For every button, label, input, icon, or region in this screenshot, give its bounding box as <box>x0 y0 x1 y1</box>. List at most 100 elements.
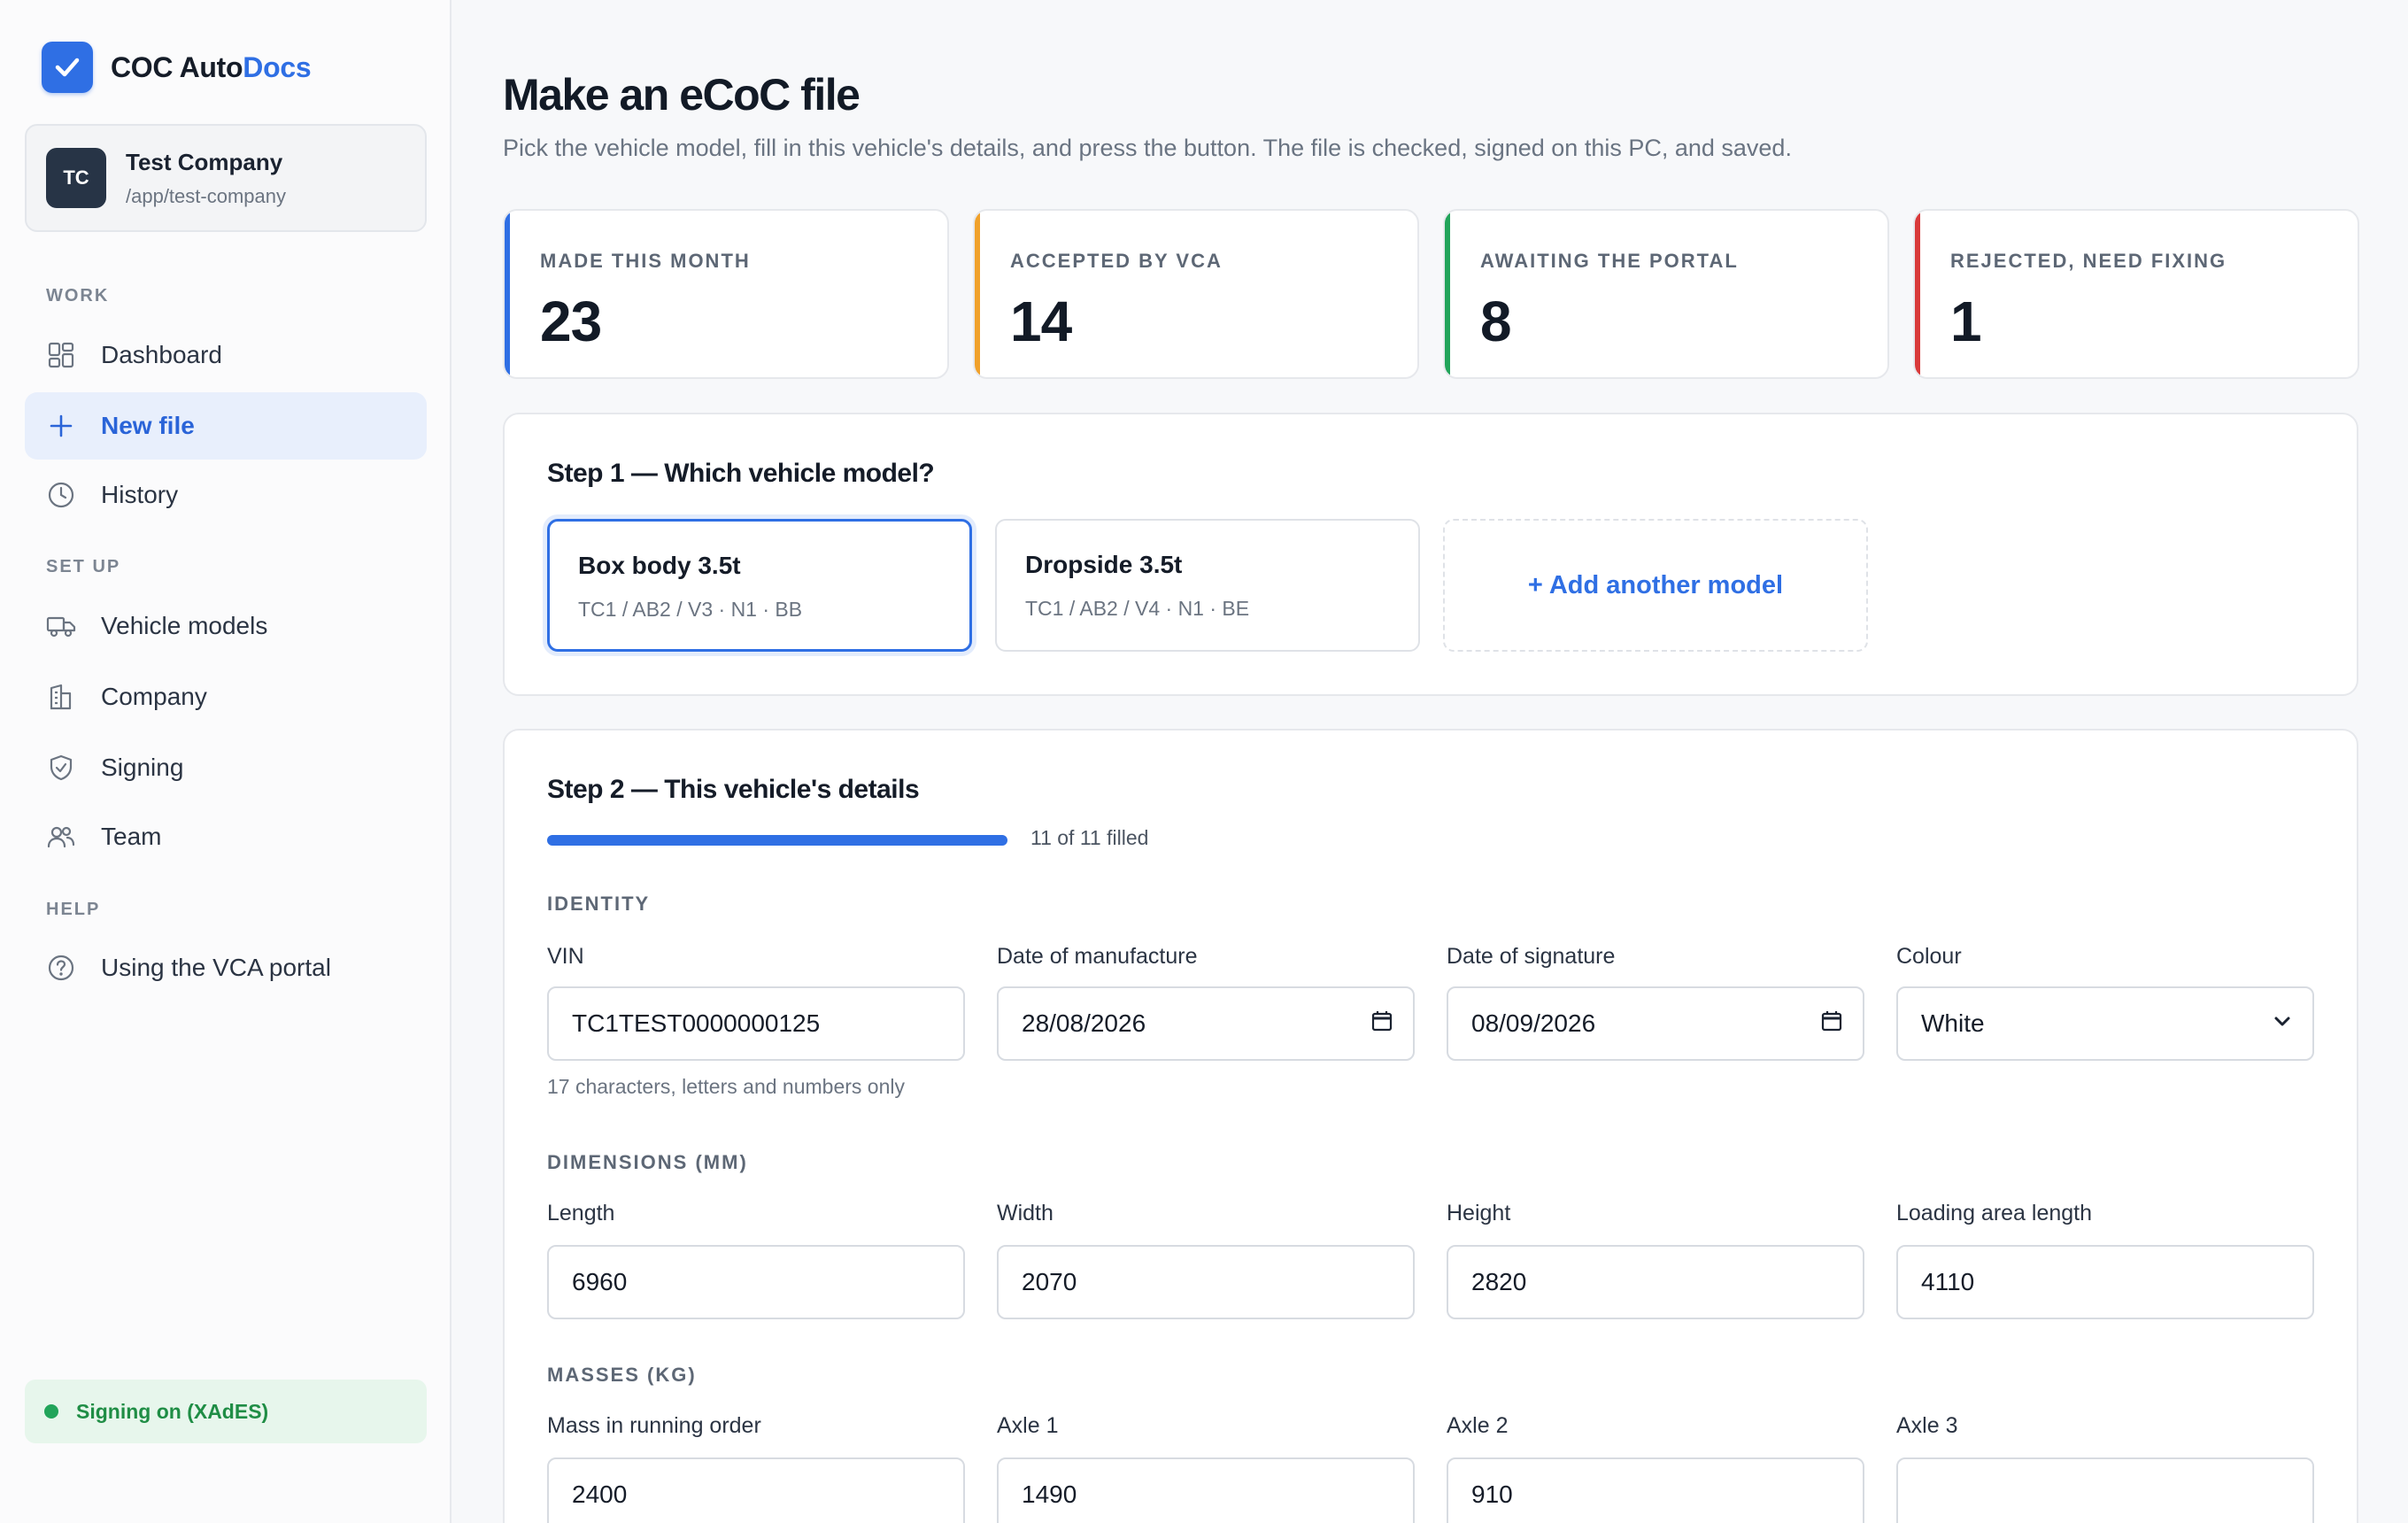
group-label-dimensions: DIMENSIONS (MM) <box>547 1151 748 1173</box>
checkmark-logo-icon <box>42 42 93 93</box>
stat-value: 1 <box>1950 290 1982 353</box>
truck-icon <box>46 611 76 641</box>
axle3-input[interactable] <box>1896 1457 2314 1523</box>
axle1-label: Axle 1 <box>997 1413 1059 1438</box>
clock-icon <box>46 480 76 510</box>
mass-running-order-value: 2400 <box>572 1480 628 1508</box>
nav-item-dashboard[interactable]: Dashboard <box>25 321 427 389</box>
stat-value: 8 <box>1480 290 1512 353</box>
company-name: Test Company <box>126 148 283 175</box>
height-label: Height <box>1447 1201 1511 1225</box>
model-code: TC1 / AB2 / V3 · N1 · BB <box>578 598 803 621</box>
stat-accent-bar <box>975 211 980 377</box>
stat-label: ACCEPTED BY VCA <box>1010 250 1223 272</box>
loading-area-length-value: 4110 <box>1921 1268 1975 1295</box>
model-code: TC1 / AB2 / V4 · N1 · BE <box>1025 597 1250 620</box>
company-switcher[interactable]: TC Test Company /app/test-company <box>25 124 427 232</box>
status-dot-icon <box>44 1404 58 1419</box>
stat-card-accepted: ACCEPTED BY VCA 14 <box>973 209 1419 379</box>
company-path: /app/test-company <box>126 184 286 207</box>
nav-section-help: HELP <box>46 900 101 919</box>
nav-label-vca-portal: Using the VCA portal <box>101 954 331 981</box>
sidebar: COC AutoDocs TC Test Company /app/test-c… <box>0 0 452 1523</box>
nav-item-team[interactable]: Team <box>25 803 427 870</box>
nav-item-new-file[interactable]: New file <box>25 392 427 460</box>
date-of-manufacture-input[interactable]: 28/08/2026 <box>997 986 1415 1061</box>
stat-accent-bar <box>1915 211 1920 377</box>
plus-icon <box>46 411 76 441</box>
date-of-signature-value: 08/09/2026 <box>1471 1009 1596 1037</box>
dashboard-icon <box>46 340 76 370</box>
height-value: 2820 <box>1471 1268 1527 1295</box>
vin-label: VIN <box>547 944 584 969</box>
vin-input[interactable]: TC1TEST0000000125 <box>547 986 965 1061</box>
nav-label-dashboard: Dashboard <box>101 341 222 368</box>
chevron-down-icon <box>2272 1009 2293 1038</box>
nav-label-history: History <box>101 481 179 508</box>
signing-status-badge: Signing on (XAdES) <box>25 1380 427 1443</box>
stat-card-awaiting: AWAITING THE PORTAL 8 <box>1443 209 1889 379</box>
width-label: Width <box>997 1201 1054 1225</box>
add-model-button[interactable]: + Add another model <box>1443 519 1868 652</box>
step2-panel: Step 2 — This vehicle's details 11 of 11… <box>503 729 2358 1523</box>
nav-label-new-file: New file <box>101 412 195 439</box>
nav-section-work: WORK <box>46 286 110 305</box>
model-card-dropside[interactable]: Dropside 3.5t TC1 / AB2 / V4 · N1 · BE <box>995 519 1420 652</box>
nav-label-team: Team <box>101 823 162 850</box>
axle1-input[interactable]: 1490 <box>997 1457 1415 1523</box>
height-input[interactable]: 2820 <box>1447 1245 1864 1319</box>
colour-select[interactable]: White <box>1896 986 2314 1061</box>
colour-value: White <box>1921 1009 1985 1037</box>
colour-label: Colour <box>1896 944 1962 969</box>
nav-label-company: Company <box>101 683 207 710</box>
brand-name: COC AutoDocs <box>111 50 312 84</box>
length-input[interactable]: 6960 <box>547 1245 965 1319</box>
model-card-box-body[interactable]: Box body 3.5t TC1 / AB2 / V3 · N1 · BB <box>547 519 972 652</box>
brand[interactable]: COC AutoDocs <box>42 42 312 93</box>
nav-label-signing: Signing <box>101 754 184 781</box>
step1-title: Step 1 — Which vehicle model? <box>547 459 935 488</box>
stat-label: REJECTED, NEED FIXING <box>1950 250 2227 272</box>
axle1-value: 1490 <box>1022 1480 1077 1508</box>
stat-card-rejected: REJECTED, NEED FIXING 1 <box>1913 209 2359 379</box>
step1-panel: Step 1 — Which vehicle model? Box body 3… <box>503 413 2358 696</box>
company-avatar: TC <box>46 148 106 208</box>
brand-name-part2: Docs <box>243 50 312 83</box>
help-circle-icon <box>46 953 76 983</box>
nav-item-company[interactable]: Company <box>25 663 427 731</box>
width-input[interactable]: 2070 <box>997 1245 1415 1319</box>
calendar-icon[interactable] <box>1820 1009 1843 1039</box>
nav-item-history[interactable]: History <box>25 461 427 529</box>
axle2-value: 910 <box>1471 1480 1513 1508</box>
date-of-manufacture-label: Date of manufacture <box>997 944 1198 969</box>
loading-area-length-label: Loading area length <box>1896 1201 2093 1225</box>
nav-label-vehicle-models: Vehicle models <box>101 612 268 639</box>
nav-item-signing[interactable]: Signing <box>25 734 427 801</box>
nav-item-vca-portal[interactable]: Using the VCA portal <box>25 934 427 1001</box>
building-icon <box>46 682 76 712</box>
date-of-signature-input[interactable]: 08/09/2026 <box>1447 986 1864 1061</box>
vin-hint: 17 characters, letters and numbers only <box>547 1075 905 1098</box>
calendar-icon[interactable] <box>1370 1009 1393 1039</box>
brand-name-part1: COC Auto <box>111 50 243 83</box>
stat-value: 14 <box>1010 290 1072 353</box>
axle3-label: Axle 3 <box>1896 1413 1958 1438</box>
group-label-identity: IDENTITY <box>547 893 651 915</box>
width-value: 2070 <box>1022 1268 1077 1295</box>
progress-bar <box>547 835 1007 846</box>
step2-title: Step 2 — This vehicle's details <box>547 775 920 804</box>
length-label: Length <box>547 1201 615 1225</box>
stat-card-made-this-month: MADE THIS MONTH 23 <box>503 209 949 379</box>
axle2-label: Axle 2 <box>1447 1413 1509 1438</box>
date-of-signature-label: Date of signature <box>1447 944 1616 969</box>
date-of-manufacture-value: 28/08/2026 <box>1022 1009 1146 1037</box>
page-subtitle: Pick the vehicle model, fill in this veh… <box>503 135 1792 161</box>
nav-item-vehicle-models[interactable]: Vehicle models <box>25 592 427 660</box>
loading-area-length-input[interactable]: 4110 <box>1896 1245 2314 1319</box>
stat-accent-bar <box>1445 211 1450 377</box>
progress-fill <box>547 835 1007 846</box>
axle2-input[interactable]: 910 <box>1447 1457 1864 1523</box>
mass-running-order-input[interactable]: 2400 <box>547 1457 965 1523</box>
model-name: Dropside 3.5t <box>1025 551 1183 578</box>
stat-value: 23 <box>540 290 602 353</box>
